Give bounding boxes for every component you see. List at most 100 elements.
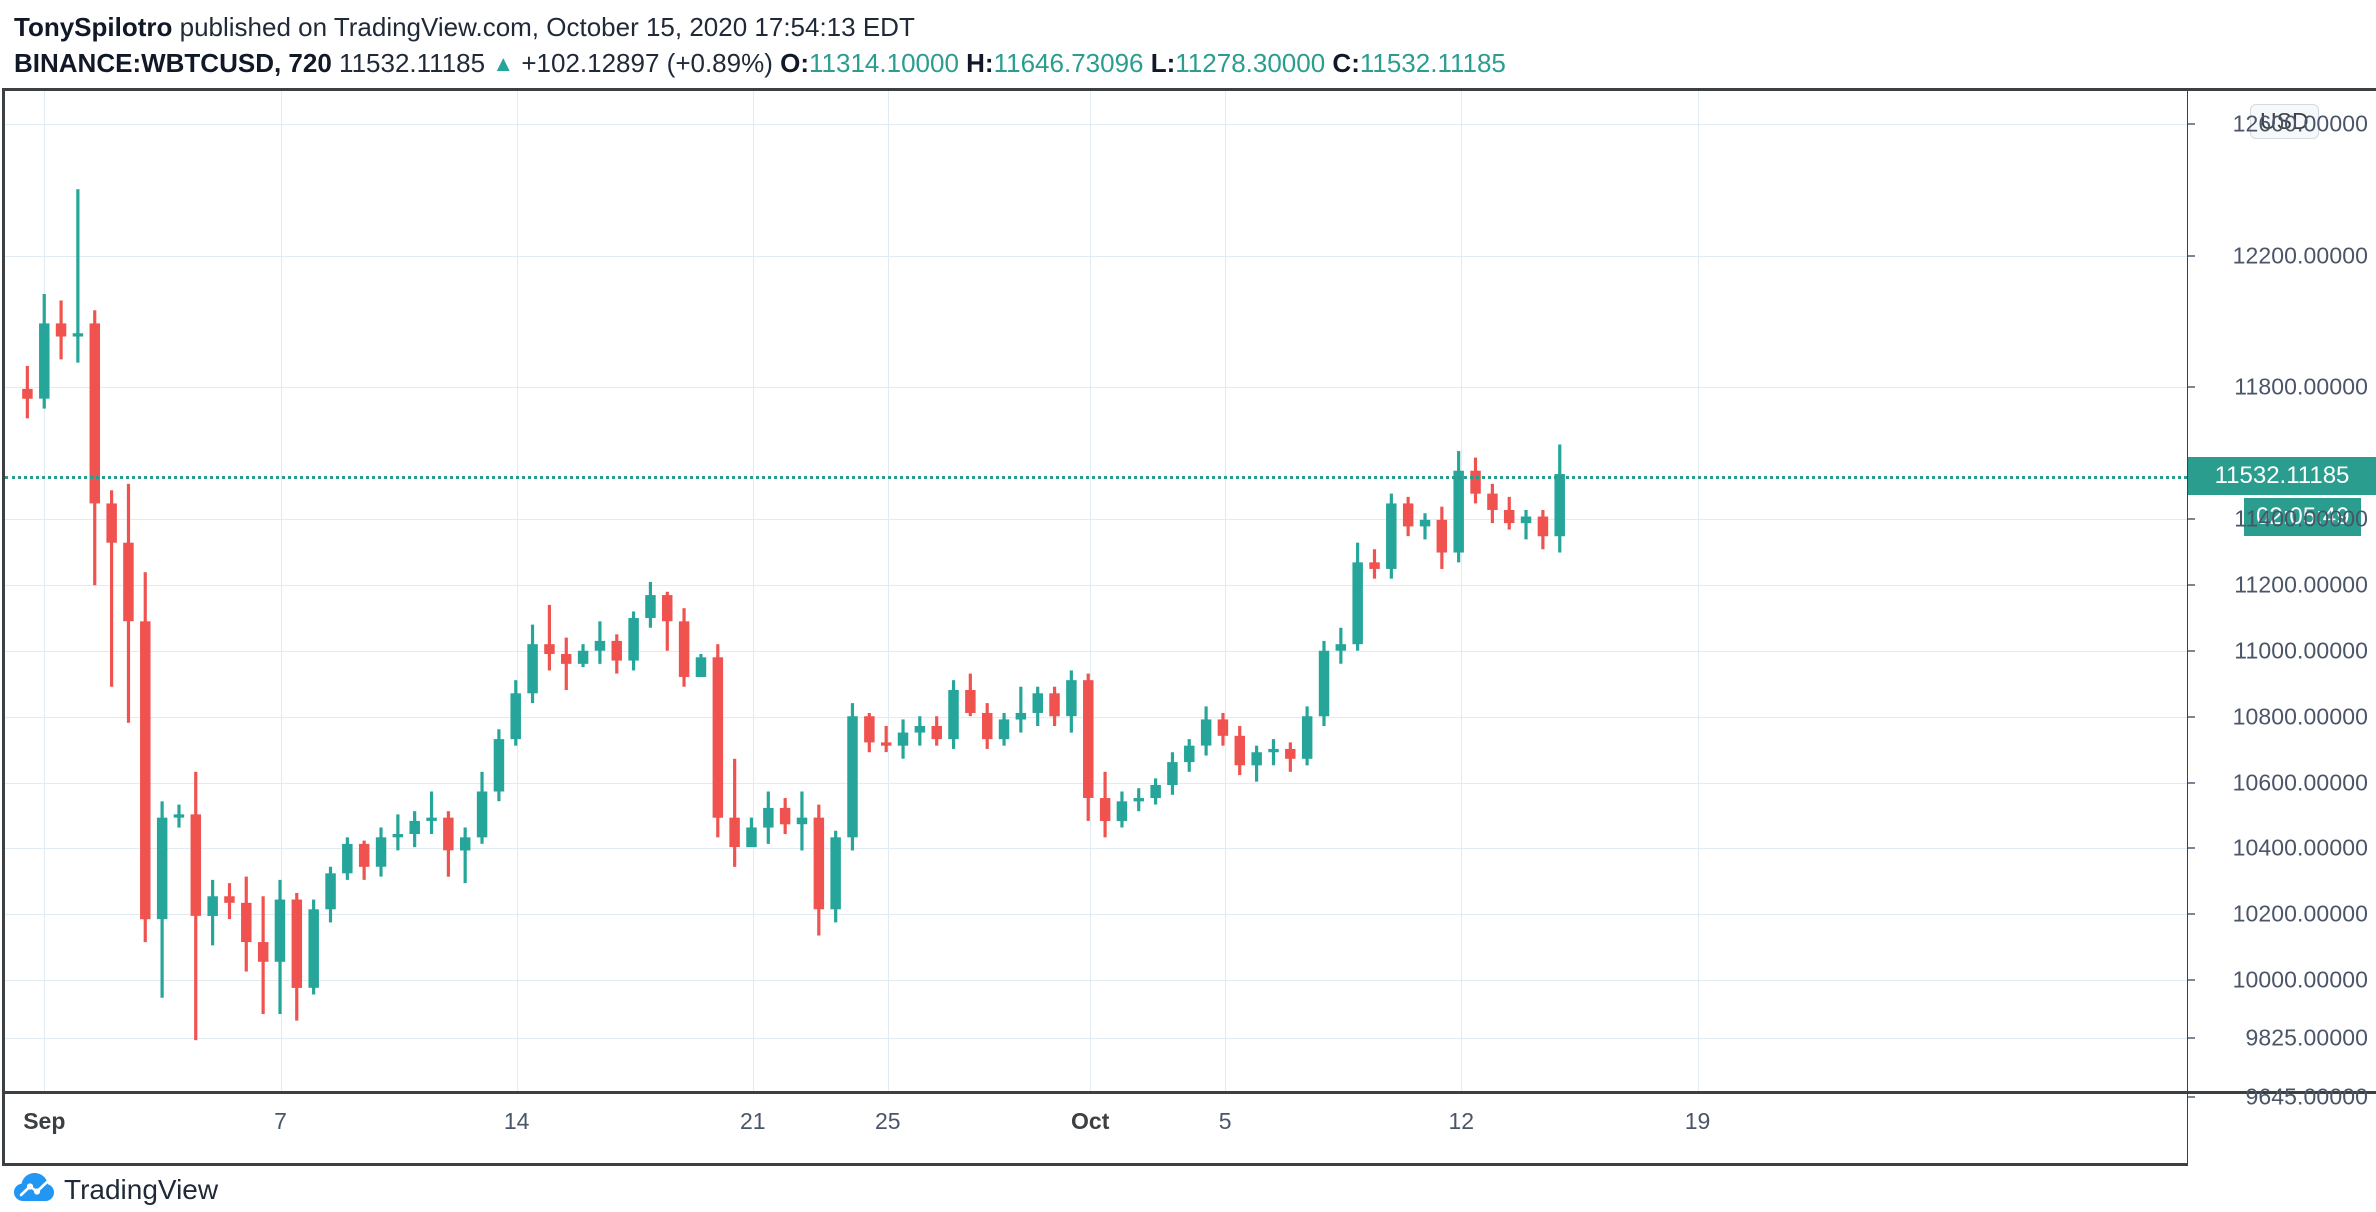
- symbol-quote-line: BINANCE:WBTCUSD, 720 11532.11185 ▲ +102.…: [14, 46, 2376, 82]
- candle-body: [308, 909, 319, 988]
- candle-body: [1554, 474, 1565, 537]
- gridline-horizontal: [5, 848, 2187, 850]
- time-axis-label: 19: [1684, 1108, 1711, 1134]
- price-tick-mark: [2188, 715, 2195, 718]
- candle-wick: [547, 604, 551, 671]
- gridline-vertical: [1090, 91, 1092, 1091]
- close-value: 11532.11185: [1359, 48, 1506, 78]
- gridline-vertical: [887, 91, 889, 1091]
- candle-body: [207, 896, 218, 916]
- candle-body: [510, 693, 521, 740]
- time-axis-label: 7: [274, 1108, 287, 1134]
- symbol-label[interactable]: BINANCE:WBTCUSD, 720: [14, 48, 332, 78]
- high-value: 11646.73096: [993, 48, 1144, 78]
- candle-body: [476, 791, 488, 838]
- price-axis-label: 9825.00000: [2245, 1024, 2368, 1051]
- tradingview-cloud-icon: [14, 1172, 54, 1208]
- candle-wick: [665, 591, 669, 651]
- candle-body: [1386, 503, 1397, 569]
- candle-wick: [396, 814, 400, 851]
- candle-body: [140, 621, 151, 920]
- gridline-horizontal: [5, 980, 2187, 982]
- candle-body: [22, 388, 33, 399]
- candle-body: [325, 873, 336, 910]
- candle-body: [560, 654, 572, 664]
- candle-body: [880, 742, 892, 746]
- price-tick-mark: [2188, 649, 2195, 652]
- candle-body: [55, 323, 67, 337]
- candle-body: [830, 837, 841, 910]
- time-axis[interactable]: Sep 7 14 21 25 Oct 5 12 19: [2, 1094, 2188, 1166]
- candle-body: [1251, 752, 1262, 766]
- candle-body: [729, 817, 740, 848]
- candle-wick: [429, 791, 434, 835]
- candle-body: [864, 716, 875, 743]
- candle-body: [1217, 719, 1229, 736]
- price-tick-mark: [2188, 847, 2195, 850]
- candle-body: [1470, 470, 1481, 494]
- candle-body: [1318, 650, 1330, 717]
- price-tick-mark: [2188, 583, 2195, 586]
- candle-body: [106, 503, 117, 543]
- candle-body: [1537, 516, 1549, 537]
- candle-body: [1184, 745, 1195, 763]
- candle-body: [796, 817, 808, 825]
- candle-body: [948, 690, 959, 740]
- candle-body: [493, 739, 505, 792]
- candle-body: [594, 640, 606, 651]
- candle-body: [1520, 516, 1532, 524]
- candle-wick: [733, 758, 737, 867]
- candle-body: [190, 814, 202, 916]
- candle-wick: [1524, 509, 1528, 540]
- candle-body: [459, 837, 471, 851]
- candle-body: [544, 644, 555, 655]
- time-axis-label: 12: [1448, 1108, 1475, 1134]
- candle-wick: [76, 189, 80, 363]
- candle-body: [695, 657, 707, 677]
- price-tick-mark: [2188, 386, 2195, 389]
- candle-body: [1335, 644, 1347, 651]
- price-axis-label: 10600.00000: [2232, 769, 2368, 795]
- candle-body: [1150, 784, 1161, 799]
- candle-body: [998, 719, 1010, 740]
- candle-body: [914, 725, 926, 733]
- chart-header: TonySpilotro published on TradingView.co…: [0, 0, 2376, 88]
- candle-body: [678, 621, 690, 677]
- price-axis[interactable]: USD 11532.11185 02:05:49 12600.00000 1220…: [2188, 88, 2376, 1110]
- candle-body: [746, 827, 757, 848]
- candle-wick: [1019, 686, 1023, 733]
- candle-body: [1285, 748, 1296, 759]
- candle-body: [426, 817, 437, 821]
- candle-wick: [749, 817, 754, 835]
- gridline-horizontal: [5, 387, 2187, 389]
- gridline-horizontal: [5, 716, 2187, 718]
- last-price: 11532.11185: [339, 48, 486, 78]
- candle-body: [645, 595, 656, 619]
- candle-body: [611, 640, 622, 661]
- time-axis-label: Sep: [23, 1108, 66, 1134]
- gridline-vertical: [280, 91, 282, 1091]
- candle-body: [409, 820, 420, 835]
- candle-body: [1049, 693, 1060, 717]
- close-key: C:: [1332, 48, 1360, 78]
- candle-wick: [463, 827, 467, 884]
- candle-body: [123, 542, 134, 622]
- author-name: TonySpilotro: [14, 12, 173, 42]
- candle-body: [1066, 680, 1077, 717]
- candle-body: [763, 807, 774, 828]
- price-change: +102.12897 (+0.89%): [521, 48, 773, 78]
- candle-wick: [110, 490, 114, 687]
- candle-body: [358, 843, 370, 867]
- candle-body: [1402, 503, 1414, 527]
- open-value: 11314.10000: [809, 48, 959, 78]
- candle-body: [661, 595, 673, 622]
- candle-body: [1503, 509, 1515, 524]
- price-axis-label: 11800.00000: [2234, 373, 2368, 400]
- candle-body: [1453, 470, 1464, 553]
- currency-badge[interactable]: USD: [2250, 103, 2319, 139]
- candlestick-series: [22, 189, 1565, 1041]
- chart-pane[interactable]: [2, 88, 2188, 1094]
- price-tick-mark: [2188, 1096, 2195, 1098]
- candle-body: [1369, 562, 1380, 569]
- gridline-horizontal: [5, 584, 2187, 586]
